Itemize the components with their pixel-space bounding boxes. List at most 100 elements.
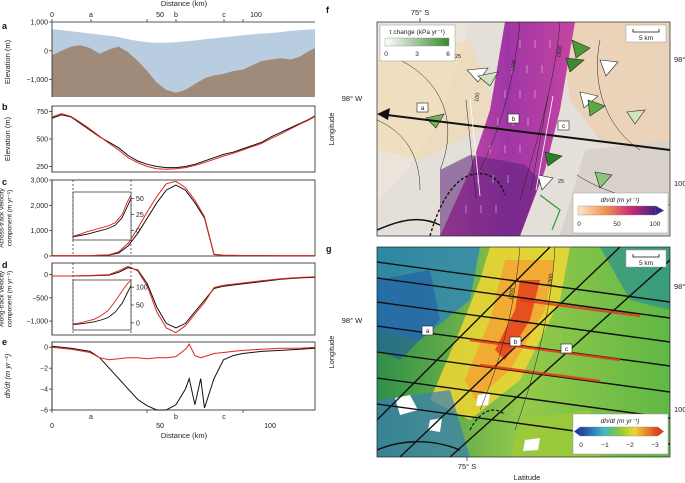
panel-a-y-ticklabel-2: −1,000	[26, 77, 48, 84]
panel-d-y-axis: 0 −500 −1,000	[26, 263, 53, 335]
svg-text:0: 0	[577, 221, 581, 228]
panel-d-y-ticklabel-2: −1,000	[26, 319, 48, 326]
panel-g-xlabel: Latitude	[514, 473, 541, 482]
bottom-distance-axis: a b c 0 50 100 Distance (km)	[50, 410, 276, 440]
svg-text:−3: −3	[651, 442, 659, 449]
panel-label-g: g	[326, 244, 332, 254]
panel-a-bed-area	[52, 45, 315, 97]
panel-b-ylabel: Elevation (m)	[3, 116, 12, 161]
panel-e-y-ticklabel-2: −4	[40, 387, 48, 394]
panel-c-inset-ticklabel-2: 0	[136, 228, 140, 235]
panel-g-nodata	[395, 393, 540, 451]
panel-e-y-axis: 0 −2 −4 −6	[40, 342, 53, 415]
panel-f-marker-b: b	[512, 116, 516, 123]
panel-c-inset-black-line	[72, 198, 132, 238]
svg-text:0: 0	[579, 442, 583, 449]
panel-c-y-ticklabel-0: 3,000	[30, 178, 48, 185]
panel-g-scalebar: 5 km	[625, 249, 667, 268]
bottom-marker-a: a	[89, 414, 93, 421]
panel-a-y-ticklabel-0: 1,000	[30, 20, 48, 27]
panel-a-ice-area	[52, 29, 315, 93]
svg-text:1000: 1000	[508, 287, 516, 300]
bottom-axis-label: Distance (km)	[161, 431, 208, 440]
panel-f-tau-legend: τ change (kPa yr⁻¹) 0 3 6	[379, 24, 456, 62]
bottom-marker-c: c	[222, 414, 226, 421]
panel-e-red-line	[51, 343, 316, 361]
svg-text:6: 6	[446, 51, 450, 58]
svg-text:50: 50	[613, 221, 621, 228]
panel-g-lat-label-2: 98° W	[674, 282, 685, 291]
panel-a-ylabel: Elevation (m)	[3, 39, 12, 84]
svg-text:3: 3	[415, 51, 419, 58]
bottom-tick-0: 0	[50, 423, 54, 430]
panel-label-a: a	[2, 21, 8, 31]
panel-f-colorbar-title: dh/dt (m yr⁻¹)	[601, 197, 640, 204]
panel-g-bottom-latitude: 75° S	[458, 462, 476, 471]
panel-g-marker-b: b	[514, 339, 518, 346]
svg-text:1500: 1500	[556, 45, 564, 58]
panel-label-e: e	[2, 337, 7, 347]
panel-f-scalebar: 5 km	[625, 24, 667, 43]
panel-c-inset-ticklabel-0: 50	[136, 196, 144, 203]
svg-text:25: 25	[558, 179, 564, 185]
panel-g-marker-c: c	[565, 346, 569, 353]
panel-d: d 0 −500 −1,000 100 50 0 Along-track velocit…	[0, 260, 316, 336]
svg-text:100: 100	[474, 92, 482, 102]
svg-text:5 km: 5 km	[639, 260, 653, 267]
panel-g-colorbar: dh/dt (m yr⁻¹) 0 −1 −2 −3	[572, 413, 669, 455]
panel-d-inset-ticklabel-0: 100	[136, 285, 148, 292]
top-axis-label: Distance (km)	[161, 0, 208, 8]
panel-c-y-ticklabel-1: 2,000	[30, 203, 48, 210]
panel-f-lat-label-2: 98° W	[674, 55, 685, 64]
panel-d-black-line	[52, 267, 316, 329]
panel-b-y-axis: 750 500 250	[36, 106, 53, 172]
panel-e-ylabel: dh/dt (m yr⁻¹)	[3, 353, 12, 398]
panel-g-ylabel: Longitude	[327, 336, 336, 369]
panel-f-contour-labels: 1000 1500 25 100 25	[455, 45, 564, 185]
panel-d-red-line	[52, 265, 316, 334]
panel-d-inset-ticklabel-1: 50	[136, 303, 144, 310]
panel-f-profile-line	[378, 113, 670, 151]
panel-f-tau-title: τ change (kPa yr⁻¹)	[389, 29, 445, 36]
panel-c-inset-ticklabel-1: 25	[136, 212, 144, 219]
panel-g-lat-label-3: 100° W	[674, 405, 685, 414]
panel-b-y-ticklabel-2: 250	[36, 164, 48, 171]
panel-c-y-ticklabel-2: 1,000	[30, 228, 48, 235]
svg-text:0: 0	[384, 51, 388, 58]
panel-f-marker-c: c	[562, 123, 566, 130]
panel-f-lat-label-3: 100° W	[674, 179, 685, 188]
panel-c-ylabel: Across-track velocitycomponent (m yr⁻¹)	[0, 187, 14, 247]
panel-a: a 1,000 0 −1,000 Elevation (m)	[2, 20, 315, 97]
panel-e-y-ticklabel-0: 0	[44, 345, 48, 352]
svg-text:5 km: 5 km	[639, 35, 653, 42]
svg-text:25: 25	[455, 54, 461, 60]
top-tick-100: 100	[250, 12, 262, 19]
panel-d-inset-black-line	[72, 285, 132, 326]
panel-g: g	[326, 244, 685, 482]
panel-label-f: f	[326, 5, 330, 15]
svg-text:1000: 1000	[510, 59, 518, 72]
panel-d-inset-ticklabel-2: 0	[136, 320, 140, 327]
svg-text:−1: −1	[601, 442, 609, 449]
panel-c-y-ticklabel-3: 0	[44, 254, 48, 261]
panel-f-ylabel: Longitude	[327, 113, 336, 146]
panel-c-y-axis: 3,000 2,000 1,000 0	[30, 178, 53, 261]
panel-b-y-ticklabel-0: 750	[36, 109, 48, 116]
panel-b-red-line	[51, 113, 316, 170]
panel-d-y-ticklabel-1: −500	[32, 295, 48, 302]
panel-a-y-ticklabel-1: 0	[44, 48, 48, 55]
panel-f-top-latitude: 75° S	[411, 8, 429, 17]
panel-f: f 75° S	[326, 5, 685, 237]
panel-f-marker-a: a	[421, 105, 425, 112]
panel-e: e 0 −2 −4 −6 dh/dt (m yr⁻¹)	[2, 337, 316, 415]
top-tick-50: 50	[156, 12, 164, 19]
svg-text:1500: 1500	[547, 273, 555, 286]
top-marker-c: c	[222, 12, 226, 19]
panel-a-y-axis: 1,000 0 −1,000	[26, 20, 53, 97]
bottom-tick-50: 50	[156, 423, 164, 430]
top-distance-axis: Distance (km) 0 50 100 a b c	[50, 0, 315, 23]
panel-label-b: b	[2, 102, 8, 112]
panel-c: c 3,000 2,000 1,000 0 50 25 0 Across-track ve…	[0, 177, 316, 261]
panel-d-ylabel: Along-track velocitycomponent (m yr⁻¹)	[0, 270, 14, 327]
